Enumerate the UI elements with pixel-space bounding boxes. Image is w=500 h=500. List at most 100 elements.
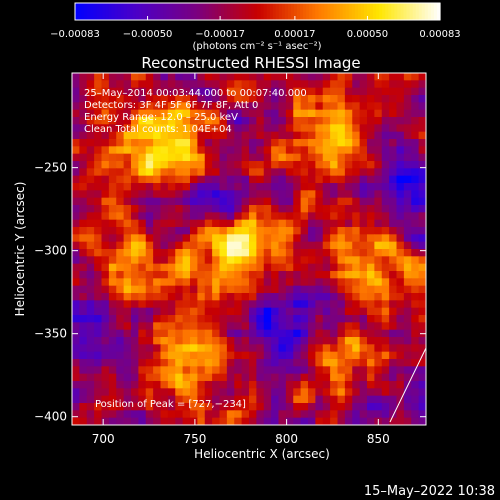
heatmap-cell [101, 403, 110, 411]
heatmap-cell [285, 219, 294, 228]
colorbar-cell [224, 3, 228, 20]
heatmap-cell [374, 315, 383, 323]
heatmap-cell [145, 131, 154, 140]
heatmap-cell [359, 227, 368, 235]
heatmap-cell [359, 329, 368, 338]
heatmap-cell [72, 403, 80, 411]
heatmap-cell [300, 168, 309, 177]
heatmap-cell [101, 109, 110, 118]
heatmap-cell [308, 293, 316, 301]
heatmap-cell [190, 73, 198, 81]
heatmap-cell [167, 190, 176, 199]
heatmap-cell [204, 293, 213, 301]
heatmap-cell [175, 256, 184, 265]
heatmap-cell [411, 131, 420, 140]
heatmap-cell [344, 285, 353, 294]
heatmap-cell [411, 73, 420, 81]
heatmap-cell [330, 315, 338, 323]
heatmap-cell [271, 102, 279, 111]
heatmap-cell [197, 307, 206, 316]
heatmap-cell [160, 131, 169, 140]
heatmap-cell [322, 256, 331, 265]
heatmap-cell [285, 124, 294, 133]
heatmap-cell [226, 205, 235, 213]
heatmap-cell [138, 373, 147, 382]
heatmap-cell [226, 102, 235, 111]
heatmap-cell [123, 344, 132, 353]
heatmap-cell [418, 388, 427, 397]
heatmap-cell [315, 373, 324, 382]
heatmap-cell [271, 73, 279, 81]
heatmap-cell [131, 227, 139, 235]
heatmap-cell [381, 212, 390, 221]
heatmap-cell [418, 337, 427, 345]
plot-frame [71, 72, 427, 426]
heatmap-cell [308, 95, 316, 103]
colorbar-tick-label: −0.00050 [123, 29, 173, 40]
heatmap-cell [381, 139, 390, 147]
heatmap-cell [123, 366, 132, 375]
heatmap-cell [389, 139, 397, 147]
heatmap-cell [352, 249, 361, 257]
heatmap-cell [359, 168, 368, 177]
heatmap-cell [256, 168, 265, 177]
heatmap-cell [330, 388, 338, 397]
heatmap-cell [197, 212, 206, 221]
heatmap-cell [72, 300, 80, 309]
heatmap-cell [263, 322, 272, 331]
heatmap-cell [367, 278, 375, 287]
heatmap-cell [389, 322, 397, 331]
heatmap-cell [263, 241, 272, 250]
heatmap-cell [153, 329, 161, 338]
heatmap-cell [86, 373, 95, 382]
heatmap-cell [300, 417, 309, 426]
heatmap-cell [226, 139, 235, 147]
heatmap-cell [337, 161, 346, 169]
heatmap-cell [94, 417, 102, 426]
heatmap-cell [116, 131, 125, 140]
heatmap-cell [131, 329, 139, 338]
colorbar-cell [391, 3, 395, 20]
heatmap-cell [293, 263, 302, 272]
heatmap-cell [175, 73, 184, 81]
heatmap-cell [212, 263, 220, 272]
heatmap-cell [101, 80, 110, 89]
heatmap-cell [389, 329, 397, 338]
heatmap-cell [167, 117, 176, 125]
heatmap-cell [359, 205, 368, 213]
heatmap-cell [278, 278, 287, 287]
heatmap-cell [190, 307, 198, 316]
heatmap-cell [160, 227, 169, 235]
heatmap-cell [249, 102, 257, 111]
heatmap-cell [381, 102, 390, 111]
heatmap-cell [352, 307, 361, 316]
heatmap-cell [212, 410, 220, 419]
heatmap-cell [418, 102, 427, 111]
colorbar-cell [360, 3, 365, 20]
heatmap-cell [293, 417, 302, 426]
heatmap-cell [271, 300, 279, 309]
heatmap-cell [123, 87, 132, 96]
heatmap-cell [219, 256, 228, 265]
heatmap-cell [175, 315, 184, 323]
heatmap-cell [167, 285, 176, 294]
heatmap-cell [249, 153, 257, 162]
heatmap-cell [344, 131, 353, 140]
colorbar-cell [163, 3, 167, 20]
heatmap-cell [352, 293, 361, 301]
heatmap-cell [101, 278, 110, 287]
heatmap-cell [293, 175, 302, 184]
heatmap-cell [226, 329, 235, 338]
heatmap-cell [389, 381, 397, 389]
heatmap-cell [389, 410, 397, 419]
heatmap-cell [94, 131, 102, 140]
heatmap-cell [381, 271, 390, 279]
annotation-time-range: 25–May–2014 00:03:44.000 to 00:07:40.000 [84, 88, 307, 99]
heatmap-cell [300, 146, 309, 155]
heatmap-cell [167, 381, 176, 389]
heatmap-cell [219, 381, 228, 389]
heatmap-cell [72, 271, 80, 279]
heatmap-cell [234, 234, 243, 243]
heatmap-cell [249, 278, 257, 287]
heatmap-cell [322, 351, 331, 360]
